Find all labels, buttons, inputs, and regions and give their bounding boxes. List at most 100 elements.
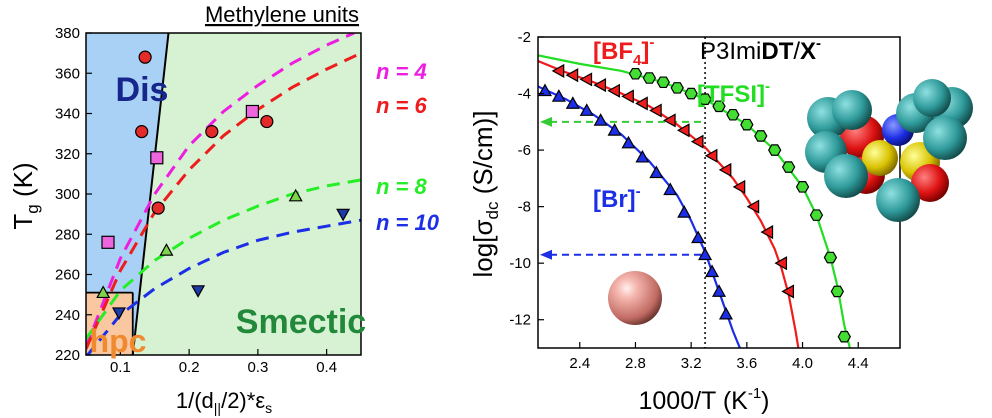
x-tick-label: 0.4 [316,359,337,376]
conductivity-point-1 [621,89,634,104]
y-tick-label: 240 [55,307,80,324]
conductivity-point-3 [705,264,720,278]
series-label-br: [Br]- [593,183,641,213]
tfsi-molecule-illustration [805,79,973,222]
y-tick-label: -8 [518,199,531,216]
conductivity-point-3 [579,103,594,116]
conductivity-point-2 [795,181,810,193]
fit-curve-2 [86,51,361,350]
phase-regions [86,33,361,355]
data-point-2 [205,125,219,139]
data-point-1 [150,151,164,165]
guide-arrow-head-1 [540,116,552,127]
y-tick-label: 360 [55,65,80,82]
conductivity-point-1 [676,123,690,138]
data-point-1 [101,235,115,249]
x-tick-label: 3.6 [736,355,757,372]
y-tick-label: -2 [518,29,531,46]
x-tick-label: 0.1 [110,359,131,376]
y-tick-label: 280 [55,226,80,243]
conductivity-point-2 [767,144,782,156]
data-point-4 [191,285,206,298]
conductivity-point-3 [698,247,713,261]
conductivity-point-3 [718,306,733,320]
conductivity-point-2 [823,251,838,264]
molecule-atom [862,140,898,176]
data-point-1 [245,104,259,119]
tg-fit-curves [86,33,361,355]
conductivity-point-1 [704,148,718,163]
x-tick-label: 2.4 [569,355,590,372]
conductivity-point-1 [746,199,760,214]
y-tick-label: -10 [509,255,531,272]
conductivity-point-2 [642,72,657,84]
conductivity-point-2 [781,161,796,173]
conductivity-point-1 [565,68,579,83]
molecule-atom [824,154,868,198]
guide-arrow-head-2 [540,249,552,260]
data-point-2 [260,114,274,129]
y-tick-label: 380 [55,25,80,42]
data-point-4 [111,307,127,320]
x-tick-label: 4.4 [848,355,869,372]
y-tick-label: 300 [55,186,80,203]
conductivity-point-1 [607,83,620,98]
fit-curve-3 [86,178,361,340]
conductivity-point-1 [781,284,795,299]
molecule-atom [923,116,967,160]
conductivity-point-2 [726,108,740,121]
x-tick-label: 0.3 [247,359,268,376]
conductivity-point-2 [712,100,726,113]
conductivity-point-2 [670,82,684,94]
series-legend-label: n = 4 [376,59,427,84]
y-tick-label: -6 [518,142,531,159]
x-tick-label: 2.8 [625,355,646,372]
tg-axes: 220 240 260 280 300 320 340 360 380 0.1 0.2 0.3 0.4 [55,25,337,376]
conductivity-chart-title: P3ImiDT/X- [700,35,821,65]
conductivity-point-1 [760,225,774,240]
conductivity-point-2 [754,130,768,142]
conductivity-point-1 [718,162,732,177]
tg-labels: Dis Smectic hpc n = 4 n = 6 n = 8 n = 10 [90,59,440,359]
conductivity-point-3 [621,135,636,149]
series-label-bf4: [BF4]- [593,34,654,69]
series-legend-label: n = 10 [376,210,440,235]
region-dis [86,33,169,355]
data-point-4 [336,208,351,222]
conductivity-point-1 [593,78,607,93]
conductivity-point-3 [677,205,692,218]
region-label-dis: Dis [116,71,169,109]
molecule-atom [911,164,949,202]
conductivity-point-3 [593,113,608,126]
conductivity-point-2 [698,93,712,105]
data-point-2 [151,201,165,215]
molecule-atom [832,90,872,130]
region-label-hpc: hpc [90,323,147,359]
conductivity-point-3 [551,89,566,102]
x-tick-label: 4.0 [792,355,813,372]
conductivity-point-1 [774,256,788,271]
y-tick-label: 260 [55,267,80,284]
conductivity-point-2 [830,285,845,298]
y-tick-label: 340 [55,106,80,123]
conductivity-chart: -12 -10 -8 -6 -4 -2 2.4 2.8 3.2 3.6 4.0 4.4 P3ImiDT… [468,29,973,415]
fit-curve-4 [86,218,361,355]
conductivity-y-axis-title: log[σdc (S/cm)] [468,111,502,278]
conductivity-point-2 [740,118,754,131]
molecule-atom [913,79,951,117]
conductivity-x-axis-title: 1000/T (K-1) [639,385,770,415]
series-legend-label: n = 8 [376,174,428,199]
conductivity-axes: -12 -10 -8 -6 -4 -2 2.4 2.8 3.2 3.6 4.0 4.4 [509,29,868,372]
tg-x-axis-title: 1/(d||/2)*εs [176,388,272,416]
molecule-atom [876,178,920,222]
reference-guides [540,37,706,348]
conductivity-point-1 [690,134,704,149]
conductivity-point-3 [711,284,727,297]
conductivity-data-points [538,63,852,343]
x-tick-label: 0.2 [179,359,200,376]
data-point-2 [135,125,149,139]
conductivity-point-2 [809,209,824,221]
